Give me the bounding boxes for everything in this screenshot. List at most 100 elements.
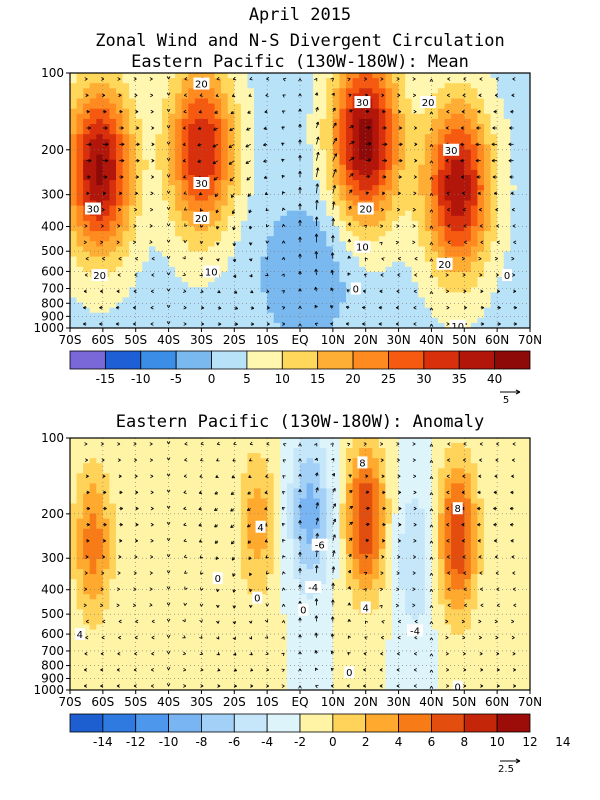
heat-cell [89, 604, 97, 610]
heat-cell [122, 129, 130, 135]
heat-cell [168, 302, 176, 309]
heat-cell [142, 210, 150, 217]
heat-cell [96, 664, 104, 671]
heat-cell [148, 246, 157, 253]
heat-cell [286, 312, 295, 319]
heat-cell [398, 256, 406, 263]
vector-arrowhead [121, 158, 125, 163]
heat-cell [503, 144, 511, 151]
heat-cell [122, 118, 130, 125]
heat-cell [116, 317, 124, 324]
heat-cell [70, 584, 78, 590]
heat-cell [89, 118, 97, 125]
vector-arrowhead [350, 173, 354, 177]
heat-cell [122, 241, 130, 247]
heat-cell [352, 190, 360, 196]
heat-cell [135, 302, 143, 309]
heat-cell [267, 164, 275, 171]
heat-cell [398, 134, 406, 140]
heat-cell [523, 154, 530, 161]
heat-cell [76, 200, 84, 207]
heat-cell [109, 443, 117, 449]
vector-arrowhead [351, 157, 355, 161]
heat-cell [208, 185, 216, 191]
heat-cell [503, 73, 511, 79]
heat-cell [109, 553, 117, 560]
heat-cell [326, 73, 334, 79]
vector-arrowhead [228, 161, 233, 165]
heat-cell [83, 579, 91, 585]
heat-cell [181, 113, 189, 120]
heat-cell [372, 98, 380, 105]
vector-arrowhead [88, 142, 92, 147]
heat-cell [273, 297, 281, 304]
heat-cell [162, 149, 170, 156]
heat-cell [240, 195, 249, 202]
heat-cell [76, 302, 84, 309]
heat-cell [464, 312, 472, 319]
heat-cell [470, 108, 479, 115]
heat-cell [418, 287, 426, 293]
heat-cell [306, 144, 314, 151]
heat-cell [352, 175, 360, 181]
heat-cell [346, 134, 354, 140]
heat-cell [83, 558, 91, 565]
heat-cell [240, 287, 249, 293]
heat-cell [392, 190, 400, 196]
heat-cell [254, 317, 262, 324]
heat-cell [188, 134, 196, 140]
heat-cell [122, 236, 130, 242]
heat-cell [142, 241, 150, 247]
heat-cell [510, 292, 518, 298]
vector-arrowhead [182, 255, 186, 260]
heat-cell [372, 231, 380, 237]
heat-cell [76, 513, 84, 520]
heat-cell [247, 134, 255, 140]
heat-cell [398, 180, 406, 186]
heat-cell [398, 129, 406, 135]
heat-cell [208, 256, 216, 263]
heat-cell [326, 88, 334, 94]
heat-cell [96, 83, 104, 89]
heat-cell [339, 317, 347, 324]
heat-cell [89, 149, 97, 156]
heat-cell [247, 83, 255, 89]
heat-cell [477, 190, 485, 196]
vector-arrowhead [298, 288, 302, 292]
vector-arrowhead [413, 109, 417, 114]
heat-cell [70, 543, 78, 550]
heat-cell [175, 277, 183, 283]
vector-arrowhead [214, 110, 218, 114]
heat-cell [438, 139, 446, 145]
heat-cell [293, 93, 301, 100]
heat-cell [457, 307, 465, 314]
vector-arrowhead [246, 127, 250, 131]
heat-cell [378, 73, 387, 79]
heat-cell [332, 251, 341, 258]
heat-cell [385, 164, 393, 171]
heat-cell [438, 297, 446, 304]
heat-cell [247, 307, 255, 314]
heat-cell [372, 307, 380, 314]
heat-cell [76, 669, 84, 676]
heat-cell [497, 175, 505, 181]
heat-cell [405, 124, 413, 130]
heat-cell [83, 185, 91, 191]
heat-cell [516, 175, 525, 181]
heat-cell [148, 322, 157, 328]
heat-cell [378, 317, 387, 324]
heat-cell [372, 215, 380, 222]
heat-cell [227, 231, 235, 237]
y-tick-label: 300 [41, 188, 64, 202]
heat-cell [523, 118, 530, 125]
heat-cell [234, 271, 242, 278]
heat-cell [102, 251, 111, 258]
heat-cell [70, 498, 78, 505]
heat-cell [129, 159, 137, 166]
heat-cell [503, 118, 511, 125]
heat-cell [444, 205, 452, 212]
heat-cell [438, 169, 446, 176]
heat-cell [267, 73, 275, 79]
heat-cell [116, 103, 124, 110]
heat-cell [418, 271, 426, 278]
